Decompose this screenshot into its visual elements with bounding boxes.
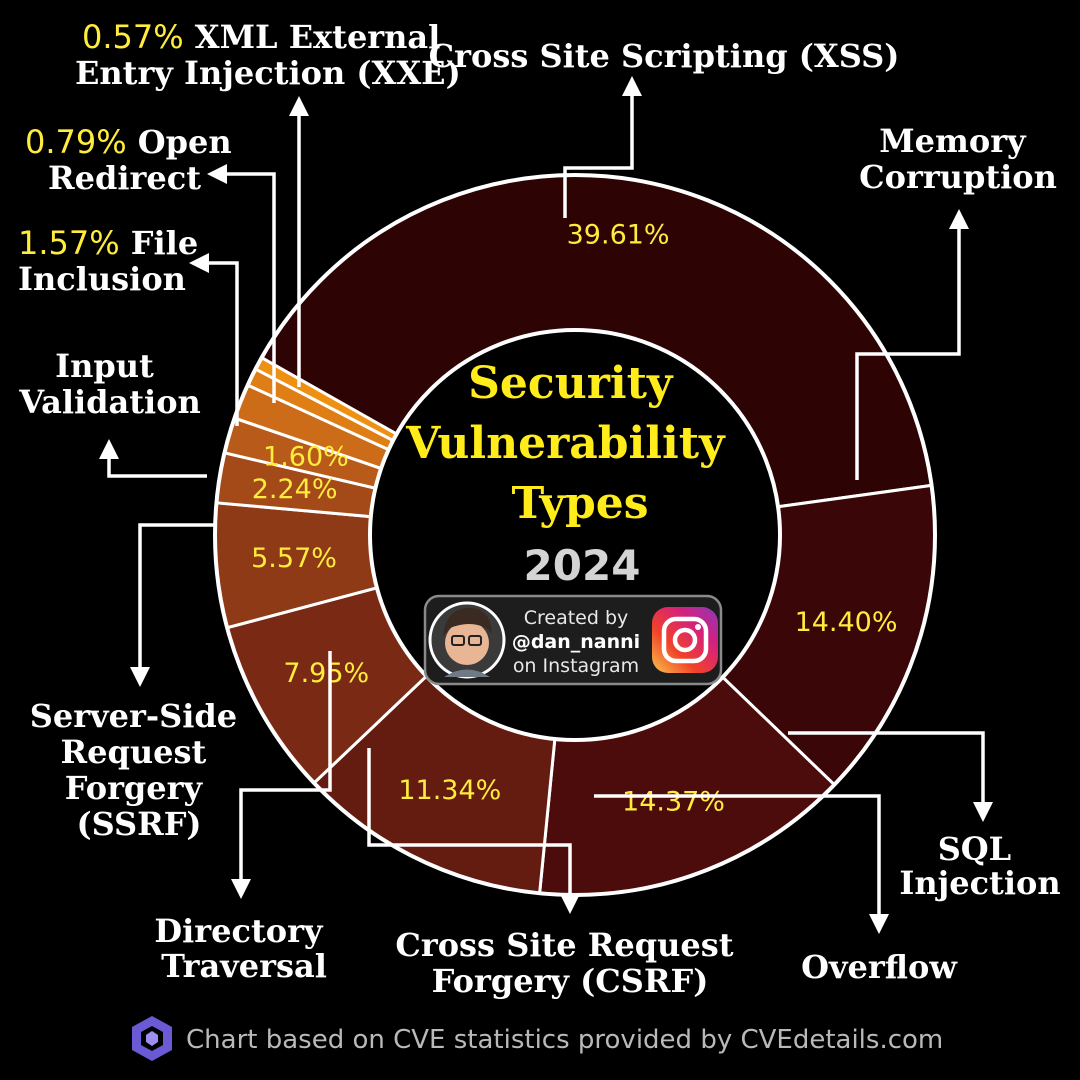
- chart-year: 2024: [524, 541, 641, 590]
- label-sql: SQL Injection: [899, 830, 1060, 902]
- footer: Chart based on CVE statistics provided b…: [132, 1016, 943, 1061]
- badge-handle[interactable]: @dan_nanni: [512, 631, 640, 653]
- label-memory: Memory Corruption: [859, 122, 1057, 196]
- arrowhead-xxe: [289, 96, 309, 116]
- arrow-xss: [563, 92, 634, 218]
- arrowhead-overflow: [869, 914, 889, 934]
- hexagon-logo-icon: [132, 1016, 172, 1061]
- arrow-sql: [788, 731, 985, 805]
- label-openred: 0.79% Open Redirect: [25, 123, 243, 197]
- percent-label: 14.40%: [795, 607, 898, 638]
- arrowhead-sql: [973, 802, 993, 822]
- arrowhead-fileinc: [189, 253, 209, 273]
- arrow-memory: [855, 225, 961, 480]
- label-csrf: Cross Site Request Forgery (CSRF): [395, 926, 744, 1000]
- footer-text: Chart based on CVE statistics provided b…: [186, 1025, 943, 1055]
- percent-label: 2.24%: [252, 474, 338, 505]
- inner-ring: [368, 328, 782, 742]
- donut-slices: [213, 173, 937, 897]
- percent-labels: 39.61% 14.40% 14.37% 11.34% 7.95% 5.57% 2.24%1…: [251, 219, 897, 817]
- label-dirtrav: Directory Traversal: [154, 912, 333, 985]
- arrowhead-dirtrav: [231, 879, 251, 899]
- arrowhead-csrf: [560, 894, 580, 914]
- label-xss: Cross Site Scripting (XSS): [429, 37, 900, 75]
- chart-title: Security Vulnerability Types: [405, 358, 740, 529]
- percent-label: 7.95%: [283, 658, 369, 689]
- arrow-overflow: [594, 794, 881, 917]
- badge-line1: Created by: [524, 607, 629, 629]
- percent-label: 11.34%: [398, 775, 501, 806]
- arrowhead-ssrf: [130, 667, 150, 687]
- percent-label: 14.37%: [622, 786, 725, 817]
- arrow-csrf: [367, 748, 572, 897]
- percent-label: 39.61%: [567, 219, 670, 250]
- label-input: Input Validation: [18, 347, 201, 421]
- leader-arrows: [99, 76, 993, 934]
- label-ssrf: Server-Side Request Forgery (SSRF): [30, 697, 249, 843]
- arrow-input: [107, 456, 207, 478]
- arrowhead-input: [99, 439, 119, 459]
- arrowhead-openred: [207, 164, 227, 184]
- arrow-openred: [224, 172, 276, 403]
- percent-label: 1.60%: [263, 441, 349, 472]
- arrowhead-xss: [622, 76, 642, 96]
- arrowhead-memory: [949, 209, 969, 229]
- label-fileinc: 1.57% File Inclusion: [18, 224, 209, 298]
- label-xxe: 0.57% XML External Entry Injection (XXE): [75, 18, 461, 92]
- creator-badge[interactable]: Created by @dan_nanni on Instagram: [423, 594, 723, 686]
- percent-label: 5.57%: [251, 543, 337, 574]
- instagram-icon[interactable]: [652, 607, 718, 673]
- arrow-ssrf: [138, 523, 215, 670]
- avatar-icon: [428, 601, 506, 679]
- arrow-fileinc: [206, 261, 239, 426]
- arrow-dirtrav: [239, 651, 332, 882]
- label-overflow: Overflow: [801, 948, 958, 986]
- badge-line3: on Instagram: [513, 655, 639, 677]
